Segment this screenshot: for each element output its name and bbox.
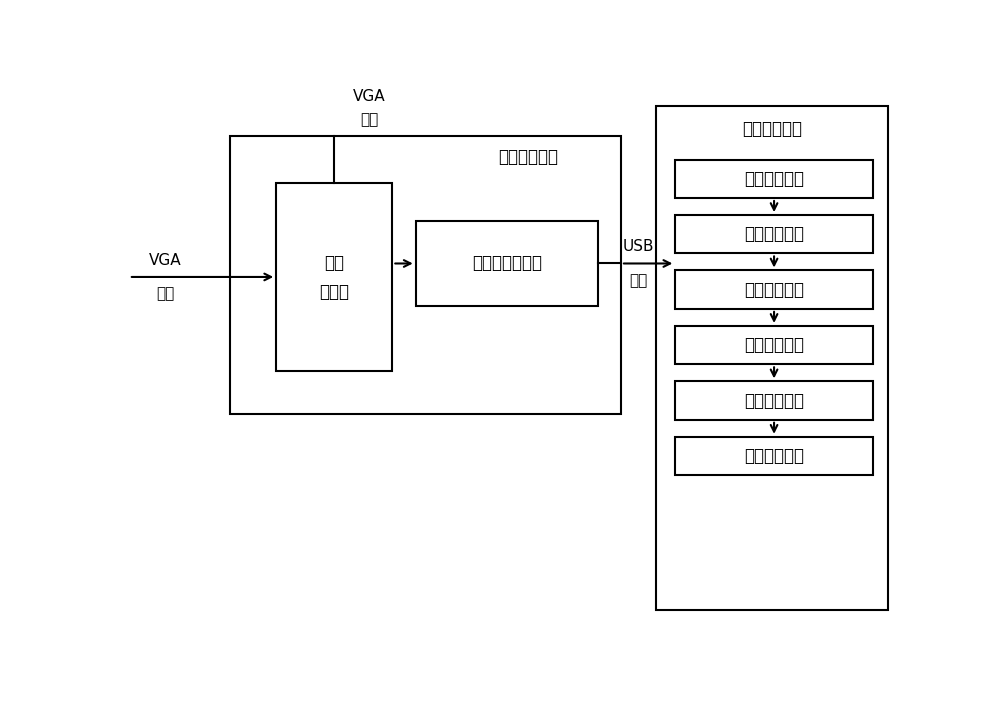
Bar: [416, 221, 598, 306]
Text: 信号: 信号: [360, 112, 378, 127]
Bar: [675, 215, 873, 254]
Text: 复制器: 复制器: [319, 284, 349, 301]
Text: 信号分析转换器: 信号分析转换器: [472, 255, 542, 272]
Bar: [675, 381, 873, 420]
Text: 字符识别装置: 字符识别装置: [742, 119, 802, 138]
Text: VGA: VGA: [353, 89, 385, 104]
Text: 图形分割模块: 图形分割模块: [744, 226, 804, 243]
Text: 信号: 信号: [156, 286, 174, 301]
Text: USB: USB: [623, 239, 654, 254]
Text: 字符识别模块: 字符识别模块: [744, 281, 804, 298]
Text: 信息分析装置: 信息分析装置: [498, 148, 558, 166]
Text: 文件输出模块: 文件输出模块: [744, 447, 804, 465]
Text: 文件管理模块: 文件管理模块: [744, 392, 804, 409]
Bar: [675, 326, 873, 364]
Bar: [675, 160, 873, 198]
Bar: [276, 182, 392, 371]
Bar: [230, 136, 621, 414]
Text: 信号: 信号: [324, 254, 344, 272]
Bar: [656, 105, 888, 610]
Bar: [675, 270, 873, 309]
Text: 信号: 信号: [629, 273, 648, 288]
Text: 图形抓取模块: 图形抓取模块: [744, 170, 804, 188]
Bar: [675, 437, 873, 475]
Text: VGA: VGA: [149, 252, 182, 267]
Text: 图形对比模块: 图形对比模块: [744, 336, 804, 354]
